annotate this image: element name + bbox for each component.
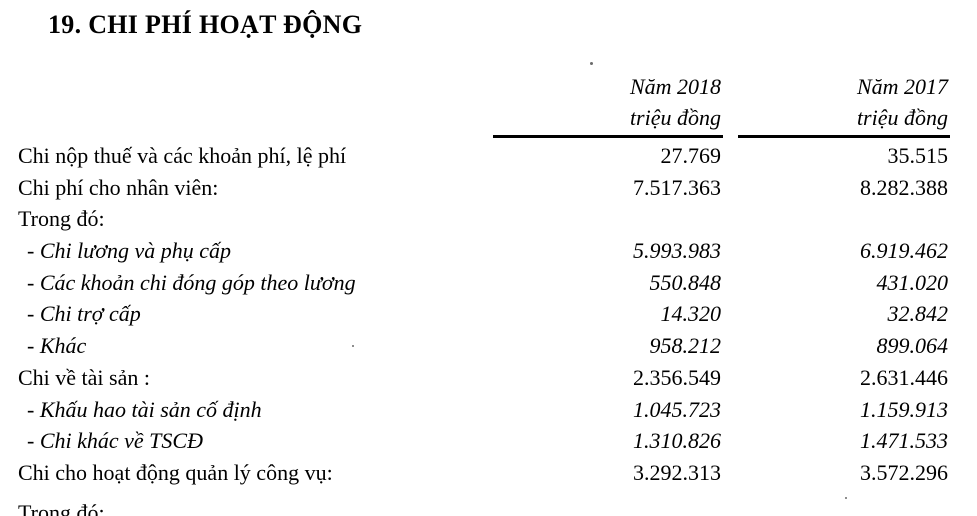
scan-speck (845, 497, 847, 499)
value-2017: 1.159.913 (860, 396, 948, 422)
table-row: Chi nộp thuế và các khoản phí, lệ phí 27… (0, 140, 977, 172)
column-unit-2017: triệu đồng (856, 105, 948, 130)
row-label: - Chi trợ cấp (27, 301, 141, 327)
scan-speck (590, 62, 593, 65)
row-label: - Các khoản chi đóng góp theo lương (27, 269, 356, 295)
table-row: - Khấu hao tài sản cố định 1.045.723 1.1… (0, 394, 977, 426)
value-2018: 3.292.313 (633, 459, 721, 485)
row-label: Chi nộp thuế và các khoản phí, lệ phí (18, 143, 347, 168)
clipped-row-label: Trong đó: (18, 500, 105, 516)
table-row: Chi về tài sản : 2.356.549 2.631.446 (0, 362, 977, 394)
value-2018: 1.310.826 (633, 428, 721, 454)
value-2018: 27.769 (660, 143, 722, 168)
column-header-2017: Năm 2017 triệu đồng (738, 71, 950, 138)
row-label: Trong đó: (18, 206, 105, 232)
row-label: - Chi lương và phụ cấp (27, 238, 231, 264)
table-row: - Chi lương và phụ cấp 5.993.983 6.919.4… (0, 235, 977, 267)
value-2017: 8.282.388 (860, 174, 948, 200)
value-2017: 32.842 (887, 301, 949, 327)
row-label: Chi phí cho nhân viên: (18, 174, 219, 200)
table-row: - Chi khác về TSCĐ 1.310.826 1.471.533 (0, 425, 977, 457)
table-row: Chi cho hoạt động quản lý công vụ: 3.292… (0, 457, 977, 489)
table-row: - Chi trợ cấp 14.320 32.842 (0, 298, 977, 330)
scan-speck (352, 345, 354, 347)
row-label: Chi cho hoạt động quản lý công vụ: (18, 459, 333, 485)
table-row: Trong đó: (0, 203, 977, 235)
expense-table: Chi nộp thuế và các khoản phí, lệ phí 27… (0, 140, 977, 489)
row-label: - Khấu hao tài sản cố định (27, 396, 262, 422)
value-2017: 6.919.462 (860, 238, 948, 264)
table-row: Chi phí cho nhân viên: 7.517.363 8.282.3… (0, 172, 977, 204)
value-2018: 5.993.983 (633, 238, 721, 264)
column-unit-2018: triệu đồng (629, 105, 721, 130)
table-row: - Khác 958.212 899.064 (0, 330, 977, 362)
column-year-2018: Năm 2018 (629, 74, 721, 99)
row-label: Chi về tài sản : (18, 364, 150, 390)
row-label: - Khác (27, 333, 87, 359)
row-label: - Chi khác về TSCĐ (27, 428, 203, 454)
column-year-2017: Năm 2017 (856, 74, 948, 99)
value-2017: 1.471.533 (860, 428, 948, 454)
value-2018: 2.356.549 (633, 364, 721, 390)
value-2017: 3.572.296 (860, 459, 948, 485)
table-row: - Các khoản chi đóng góp theo lương 550.… (0, 267, 977, 299)
value-2017: 431.020 (876, 269, 949, 295)
column-header-2018: Năm 2018 triệu đồng (493, 71, 723, 138)
value-2018: 958.212 (649, 333, 722, 359)
value-2017: 899.064 (876, 333, 949, 359)
value-2017: 35.515 (887, 143, 949, 168)
value-2018: 1.045.723 (633, 396, 721, 422)
value-2018: 14.320 (660, 301, 722, 327)
value-2018: 7.517.363 (633, 174, 721, 200)
section-title: 19. CHI PHÍ HOẠT ĐỘNG (48, 10, 363, 39)
value-2017: 2.631.446 (860, 364, 948, 390)
value-2018: 550.848 (649, 269, 722, 295)
